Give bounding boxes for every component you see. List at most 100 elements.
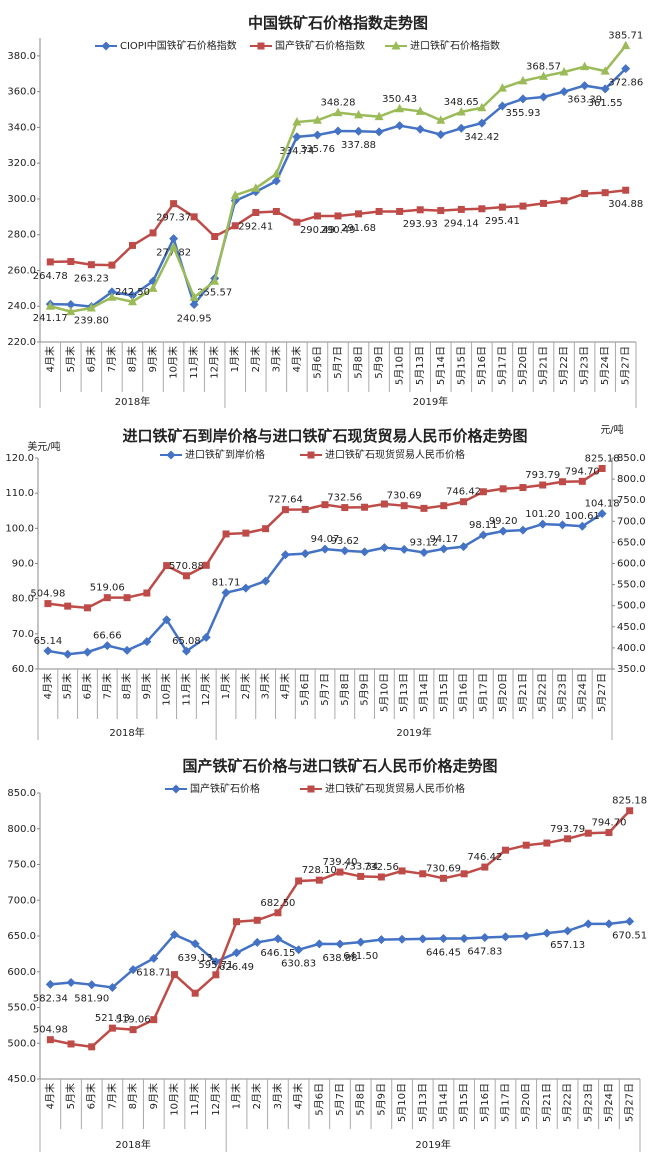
marker bbox=[312, 130, 322, 140]
marker bbox=[480, 933, 490, 943]
data-label: 355.93 bbox=[505, 108, 540, 119]
legend-label: 国产铁矿石价格指数 bbox=[275, 39, 365, 52]
data-label: 293.93 bbox=[403, 219, 438, 230]
data-label: 626.49 bbox=[219, 962, 254, 973]
marker bbox=[374, 111, 384, 121]
x-tick-label: 5月22日 bbox=[562, 1083, 574, 1122]
marker bbox=[293, 218, 301, 226]
data-label: 657.13 bbox=[550, 940, 585, 951]
x-tick-label: 5月27日 bbox=[624, 1083, 636, 1122]
x-tick-label: 5月23日 bbox=[557, 673, 569, 712]
data-label: 242.50 bbox=[115, 287, 150, 298]
x-tick-label: 7月末 bbox=[105, 346, 118, 372]
data-label: 618.71 bbox=[136, 967, 171, 978]
marker bbox=[86, 303, 96, 312]
x-tick-label: 5月7日 bbox=[332, 346, 344, 379]
marker bbox=[539, 92, 549, 102]
marker bbox=[580, 81, 590, 91]
marker bbox=[211, 232, 219, 240]
marker bbox=[45, 301, 55, 310]
marker bbox=[379, 543, 389, 553]
data-label: 361.55 bbox=[588, 98, 623, 109]
group-label: 2019年 bbox=[413, 395, 448, 408]
legend-marker bbox=[101, 41, 111, 51]
x-tick-label: 12月末 bbox=[208, 346, 221, 379]
data-label: 728.10 bbox=[302, 865, 337, 876]
data-label: 582.34 bbox=[33, 993, 68, 1004]
marker bbox=[107, 292, 117, 301]
marker bbox=[578, 477, 586, 485]
x-tick-label: 7月末 bbox=[105, 1083, 118, 1109]
x-tick-label: 9月末 bbox=[146, 346, 159, 372]
marker bbox=[436, 115, 446, 124]
marker bbox=[87, 261, 95, 269]
marker bbox=[321, 501, 329, 509]
y2-tick-label: 400.0 bbox=[617, 643, 646, 654]
data-label: 65.08 bbox=[172, 636, 201, 647]
marker bbox=[604, 919, 614, 929]
marker bbox=[581, 190, 589, 198]
marker bbox=[457, 205, 465, 213]
chart-title: 进口铁矿石到岸价格与进口铁矿石现货贸易人民币价格走势图 bbox=[122, 427, 527, 445]
marker bbox=[232, 948, 242, 958]
y2-tick-label: 750.0 bbox=[617, 495, 646, 506]
x-tick-label: 12月末 bbox=[199, 673, 212, 706]
marker bbox=[262, 525, 270, 533]
x-tick-label: 5月6日 bbox=[311, 346, 323, 379]
legend-label: 进口铁矿石现货贸易人民币价格 bbox=[325, 782, 465, 795]
data-label: 504.98 bbox=[33, 1025, 68, 1036]
marker bbox=[181, 646, 191, 656]
y2-tick-label: 600.0 bbox=[617, 559, 646, 570]
data-label: 337.88 bbox=[341, 140, 376, 151]
marker bbox=[102, 641, 112, 651]
marker bbox=[150, 1016, 158, 1024]
marker bbox=[149, 953, 159, 963]
data-label: 65.14 bbox=[34, 636, 63, 647]
marker bbox=[83, 604, 91, 612]
x-tick-label: 1月末 bbox=[228, 346, 241, 372]
x-tick-label: 6月末 bbox=[84, 346, 97, 372]
x-tick-label: 5月24日 bbox=[603, 1083, 615, 1122]
x-tick-label: 5月16日 bbox=[479, 1083, 491, 1122]
y2-axis-label: 元/吨 bbox=[600, 423, 623, 436]
data-label: 646.15 bbox=[260, 948, 295, 959]
marker bbox=[540, 199, 548, 207]
marker bbox=[292, 117, 302, 126]
marker bbox=[518, 525, 528, 535]
marker bbox=[419, 870, 427, 878]
data-label: 794.70 bbox=[591, 818, 626, 829]
marker bbox=[498, 526, 508, 536]
marker bbox=[222, 530, 230, 538]
marker bbox=[127, 296, 137, 306]
marker bbox=[380, 500, 388, 508]
x-tick-label: 5月16日 bbox=[458, 673, 470, 712]
marker bbox=[212, 971, 220, 979]
data-label: 732.56 bbox=[364, 862, 399, 873]
data-label: 277.82 bbox=[156, 248, 191, 259]
x-tick-label: 5月7日 bbox=[319, 673, 331, 706]
data-label: 733.34 bbox=[343, 861, 378, 872]
x-tick-label: 5月27日 bbox=[596, 673, 608, 712]
marker bbox=[459, 542, 469, 552]
legend-marker bbox=[257, 42, 265, 50]
marker bbox=[356, 937, 366, 947]
marker bbox=[123, 594, 131, 602]
data-label: 746.42 bbox=[467, 852, 502, 863]
marker bbox=[210, 276, 220, 285]
x-tick-label: 5月20日 bbox=[520, 1083, 532, 1122]
marker bbox=[538, 519, 548, 529]
marker bbox=[605, 829, 613, 837]
marker bbox=[597, 509, 607, 519]
data-label: 730.69 bbox=[426, 863, 461, 874]
x-tick-label: 4月末 bbox=[41, 673, 54, 699]
x-tick-label: 5月15日 bbox=[438, 673, 450, 712]
marker bbox=[189, 300, 199, 310]
y2-tick-label: 350.0 bbox=[617, 664, 646, 675]
marker bbox=[169, 930, 179, 940]
marker bbox=[438, 934, 448, 944]
marker bbox=[233, 918, 241, 926]
x-tick-label: 5月16日 bbox=[476, 346, 488, 385]
x-tick-label: 1月末 bbox=[230, 1083, 243, 1109]
marker bbox=[301, 505, 309, 513]
